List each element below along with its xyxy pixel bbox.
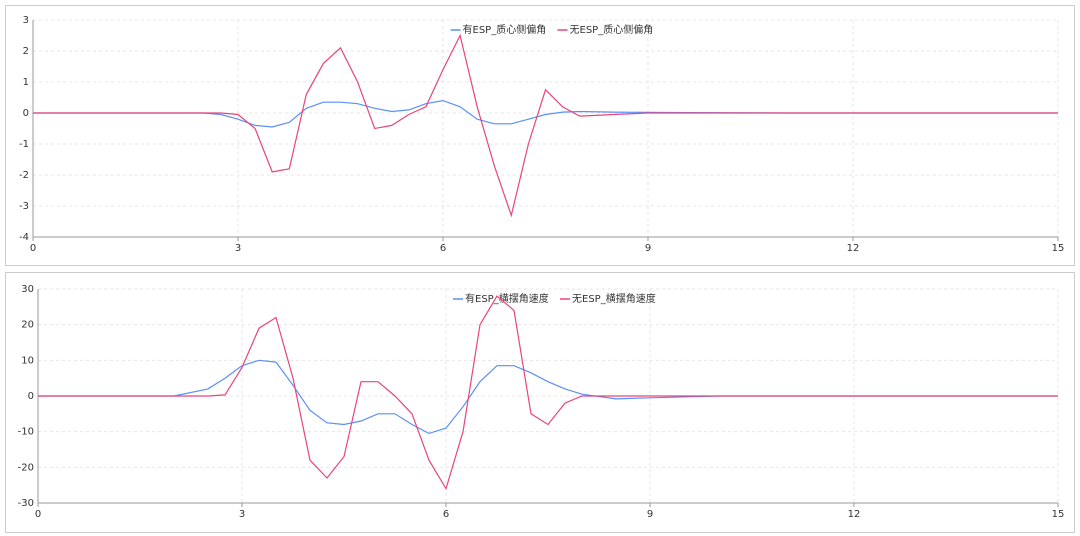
y-tick-label: -1 bbox=[19, 139, 29, 150]
series-line bbox=[38, 295, 1058, 491]
y-tick-label: 30 bbox=[21, 284, 34, 295]
y-tick-label: 3 bbox=[23, 15, 29, 26]
x-tick-label: 15 bbox=[1052, 509, 1065, 520]
y-tick-label: 10 bbox=[21, 355, 34, 366]
y-tick-label: -3 bbox=[19, 201, 29, 212]
y-tick-label: 1 bbox=[23, 77, 29, 88]
legend-label: 有ESP_横摆角速度 bbox=[465, 292, 549, 305]
x-tick-label: 3 bbox=[239, 509, 245, 520]
y-tick-label: 0 bbox=[28, 391, 34, 402]
y-tick-label: 20 bbox=[21, 320, 34, 331]
x-tick-label: 0 bbox=[30, 243, 36, 254]
legend-label: 无ESP_横摆角速度 bbox=[572, 292, 656, 305]
y-tick-label: -20 bbox=[18, 462, 34, 473]
x-tick-label: 3 bbox=[235, 243, 241, 254]
y-tick-label: 2 bbox=[23, 46, 29, 57]
y-tick-label: -10 bbox=[18, 427, 34, 438]
x-tick-label: 9 bbox=[647, 509, 653, 520]
x-tick-label: 0 bbox=[35, 509, 41, 520]
x-tick-label: 6 bbox=[443, 509, 449, 520]
y-tick-label: -30 bbox=[18, 498, 34, 509]
x-tick-label: 12 bbox=[848, 509, 861, 520]
panel bbox=[5, 5, 1075, 266]
y-tick-label: 0 bbox=[23, 108, 29, 119]
x-tick-label: 12 bbox=[847, 243, 860, 254]
series-line bbox=[33, 33, 1058, 218]
x-tick-label: 9 bbox=[645, 243, 651, 254]
y-tick-label: -4 bbox=[19, 232, 29, 243]
series-line bbox=[38, 359, 1058, 435]
x-tick-label: 6 bbox=[440, 243, 446, 254]
legend-label: 有ESP_质心侧偏角 bbox=[463, 23, 547, 36]
legend-label: 无ESP_质心侧偏角 bbox=[570, 23, 654, 36]
y-tick-label: -2 bbox=[19, 170, 29, 181]
x-tick-label: 15 bbox=[1052, 243, 1065, 254]
panel bbox=[5, 272, 1075, 533]
